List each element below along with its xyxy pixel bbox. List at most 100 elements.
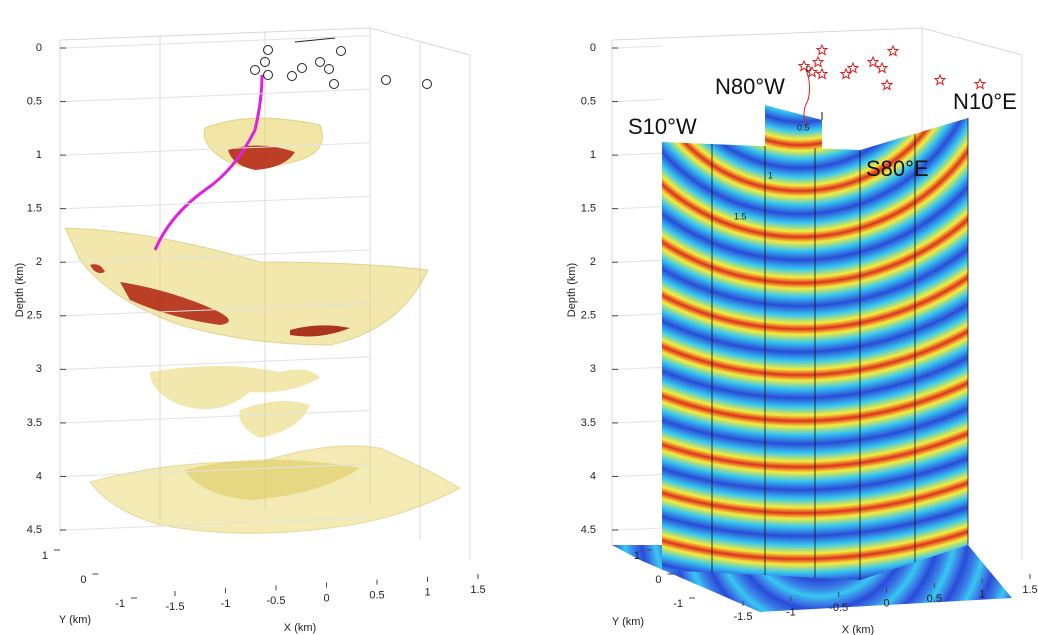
y-tick-label: 0 <box>655 574 661 586</box>
isosurface <box>150 366 320 410</box>
event <box>815 43 829 56</box>
station <box>336 46 346 56</box>
x-tick-label: -0.5 <box>267 595 286 607</box>
x-tick-label: -1.5 <box>166 601 185 613</box>
stations <box>250 37 432 89</box>
station <box>263 70 273 80</box>
x-tick-label: 0.5 <box>927 593 942 605</box>
x-tick-label: -1 <box>221 598 231 610</box>
event <box>880 78 894 91</box>
event <box>839 67 853 80</box>
slice-label: N10°E <box>953 89 1017 114</box>
slice-label: N80°W <box>715 74 785 99</box>
y-axis-label: Y (km) <box>59 614 91 626</box>
grid-line <box>65 409 371 424</box>
grid-line <box>65 142 371 156</box>
grid-line <box>617 527 663 531</box>
grid-line <box>617 206 663 210</box>
grid-line <box>617 366 663 370</box>
grid-line <box>65 35 371 49</box>
station <box>260 57 270 67</box>
grid-line <box>65 517 371 531</box>
z-axis-label: Depth (km) <box>566 263 578 317</box>
events <box>797 43 987 91</box>
slice-grid <box>711 118 969 580</box>
box-edge <box>921 27 1023 56</box>
contour-label: 0 <box>806 64 811 74</box>
grid-line <box>65 356 371 370</box>
contour-label: 1 <box>768 170 773 180</box>
slice-s10w <box>662 142 860 580</box>
grid-line <box>65 249 371 263</box>
x-axis-label: X (km) <box>842 624 874 635</box>
z-tick-label: 3 <box>590 363 596 375</box>
x-tick-label: -1 <box>786 606 796 618</box>
north-arrow <box>294 37 336 43</box>
isosurface-core <box>290 325 350 337</box>
z-tick-label: 3 <box>36 363 42 375</box>
x-axis-label: X (km) <box>284 622 316 634</box>
isosurface-core <box>90 264 105 274</box>
station <box>297 63 307 73</box>
isosurface-core <box>228 145 295 170</box>
z-tick-label: 4.5 <box>27 524 42 536</box>
x-tick-label: -1.5 <box>734 611 753 623</box>
station <box>381 75 391 85</box>
slice-label: S80°E <box>866 156 929 181</box>
event <box>866 55 880 68</box>
event <box>797 59 811 72</box>
station <box>422 79 432 89</box>
x-tick-label: 1.5 <box>1022 584 1037 596</box>
z-tick-label: 1.5 <box>27 203 42 215</box>
box-edge <box>369 27 471 56</box>
slices <box>612 69 1012 612</box>
event <box>811 55 825 68</box>
x-tick-label: 0 <box>323 592 329 604</box>
y-axis-label: Y (km) <box>612 616 644 628</box>
station <box>329 79 339 89</box>
grid-line <box>65 195 371 210</box>
station <box>263 45 273 55</box>
z-tick-label: 1 <box>590 149 596 161</box>
event <box>933 73 947 86</box>
station <box>324 64 334 74</box>
event <box>846 61 860 74</box>
event <box>886 44 900 57</box>
z-axis-label: Depth (km) <box>14 263 26 317</box>
z-tick-label: 4.5 <box>581 524 596 536</box>
slice-n10e <box>860 118 968 580</box>
z-tick-label: 4 <box>36 470 42 482</box>
box-edge <box>611 27 923 41</box>
grid-line <box>617 473 663 477</box>
x-tick-label: 0.5 <box>369 590 384 602</box>
grid-line <box>617 152 663 156</box>
isosurfaces <box>64 74 462 534</box>
z-tick-label: 1.5 <box>581 203 596 215</box>
event <box>875 61 889 74</box>
isosurface <box>239 401 310 438</box>
grid-line <box>65 463 371 477</box>
contour-label: 0.5 <box>797 122 810 132</box>
y-tick-label: -1 <box>673 598 683 610</box>
y-tick-label: -1 <box>115 598 125 610</box>
y-tick-label: 1 <box>42 550 48 562</box>
y-tick-label: 1 <box>634 550 640 562</box>
grid-line <box>617 313 663 317</box>
z-tick-label: 2 <box>36 256 42 268</box>
z-tick-label: 3.5 <box>27 417 42 429</box>
station <box>250 65 260 75</box>
grid-line <box>617 45 663 49</box>
well-trajectory <box>803 69 811 126</box>
x-tick-label: 1 <box>979 588 985 600</box>
slice-label: S10°W <box>628 114 697 139</box>
z-tick-label: 0.5 <box>581 95 596 107</box>
z-tick-label: 0.5 <box>27 95 42 107</box>
grid-line <box>65 302 371 317</box>
grid-line <box>65 88 371 103</box>
well-trajectory <box>153 74 264 251</box>
x-tick-label: 0 <box>883 597 889 609</box>
contour-label: 1.5 <box>734 211 747 221</box>
box-edge <box>59 27 371 41</box>
event <box>805 65 819 78</box>
